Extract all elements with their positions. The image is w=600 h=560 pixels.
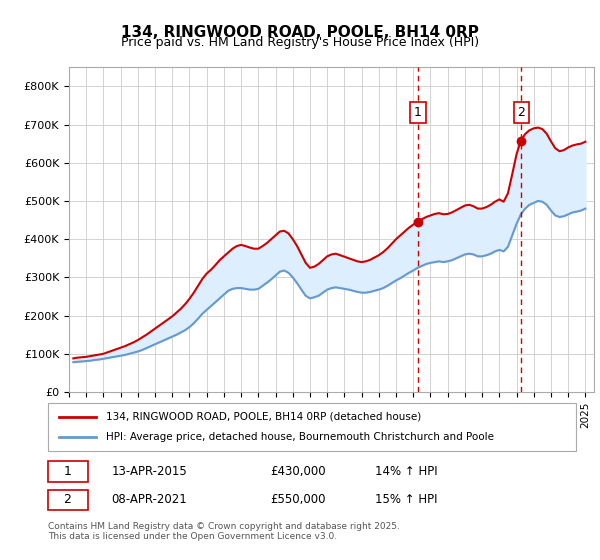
Text: £430,000: £430,000 xyxy=(270,465,325,478)
Text: £550,000: £550,000 xyxy=(270,493,325,506)
FancyBboxPatch shape xyxy=(48,461,88,482)
Text: 1: 1 xyxy=(64,465,71,478)
Text: HPI: Average price, detached house, Bournemouth Christchurch and Poole: HPI: Average price, detached house, Bour… xyxy=(106,432,494,442)
FancyBboxPatch shape xyxy=(48,489,88,510)
Text: 134, RINGWOOD ROAD, POOLE, BH14 0RP: 134, RINGWOOD ROAD, POOLE, BH14 0RP xyxy=(121,25,479,40)
Text: 15% ↑ HPI: 15% ↑ HPI xyxy=(376,493,438,506)
Text: 14% ↑ HPI: 14% ↑ HPI xyxy=(376,465,438,478)
Text: 2: 2 xyxy=(517,106,525,119)
Text: Price paid vs. HM Land Registry's House Price Index (HPI): Price paid vs. HM Land Registry's House … xyxy=(121,36,479,49)
Text: 134, RINGWOOD ROAD, POOLE, BH14 0RP (detached house): 134, RINGWOOD ROAD, POOLE, BH14 0RP (det… xyxy=(106,412,421,422)
Text: 1: 1 xyxy=(414,106,422,119)
Text: 13-APR-2015: 13-APR-2015 xyxy=(112,465,187,478)
Text: Contains HM Land Registry data © Crown copyright and database right 2025.
This d: Contains HM Land Registry data © Crown c… xyxy=(48,522,400,542)
FancyBboxPatch shape xyxy=(48,403,576,451)
Text: 2: 2 xyxy=(64,493,71,506)
Text: 08-APR-2021: 08-APR-2021 xyxy=(112,493,187,506)
